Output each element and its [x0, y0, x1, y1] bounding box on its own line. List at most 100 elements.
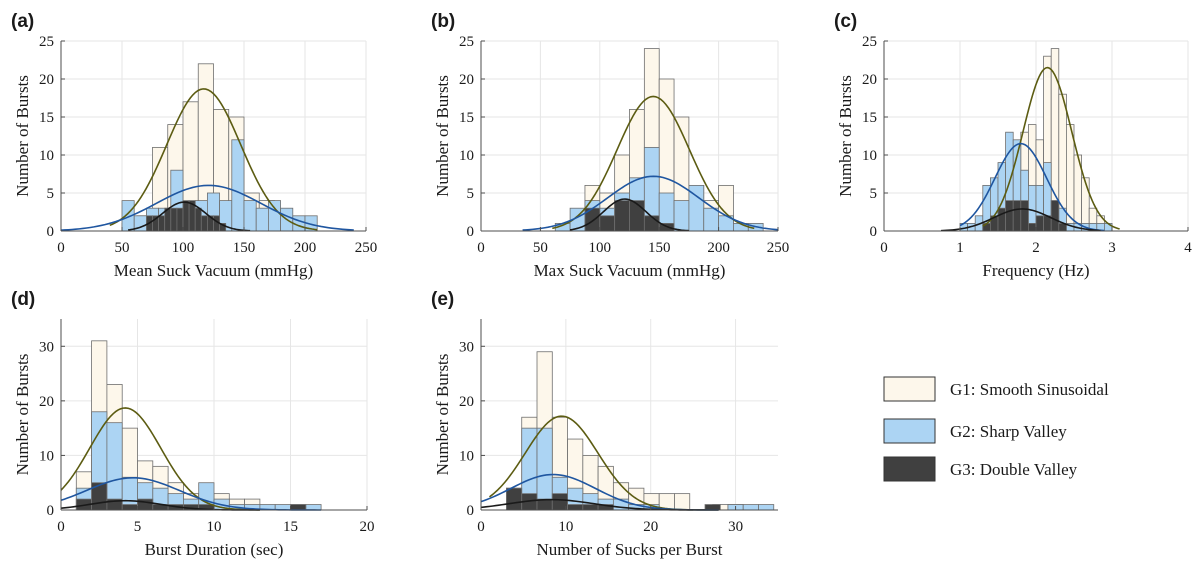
y-tick-label: 0	[47, 503, 55, 519]
bar-g2	[243, 200, 257, 232]
y-tick-label: 10	[459, 448, 474, 464]
x-tick-label: 10	[558, 519, 573, 535]
bar-g3	[629, 200, 645, 232]
bar-g2	[536, 427, 553, 511]
bar-g2	[742, 504, 759, 511]
panel-label: (c)	[834, 11, 857, 32]
y-axis-label: Number of Bursts	[836, 75, 855, 197]
y-tick-label: 5	[467, 186, 475, 202]
x-tick-label: 30	[728, 519, 743, 535]
bar-g2	[231, 139, 245, 232]
series-g3-bars	[584, 200, 675, 232]
fit-curve-g3	[569, 198, 689, 232]
y-tick-label: 20	[39, 394, 54, 410]
bar-g3	[170, 207, 178, 232]
bar-g1	[674, 493, 691, 511]
y-tick-label: 0	[47, 224, 55, 240]
x-tick-label: 150	[233, 240, 256, 256]
y-tick-label: 20	[459, 394, 474, 410]
y-tick-label: 5	[47, 186, 55, 202]
bar-g3	[506, 487, 523, 511]
bar-g3	[599, 215, 616, 232]
y-axis-label: Number of Bursts	[433, 75, 452, 197]
panel-label: (b)	[431, 11, 455, 32]
bar-g3	[1012, 200, 1022, 232]
bar-g3	[567, 504, 584, 511]
bar-g3	[121, 504, 138, 511]
bar-g2	[758, 504, 775, 511]
fit-curve-g1	[489, 415, 694, 511]
bar-g3	[582, 504, 599, 511]
bar-g2	[267, 200, 281, 232]
bar-g3	[643, 215, 660, 232]
legend: G1: Smooth Sinusoidal G2: Sharp Valley G…	[883, 376, 1109, 482]
y-tick-label: 20	[862, 72, 877, 88]
panel-b: 0 50 100 150 200 250 0 5 10 15 20 25 Max Suck Vacuum…	[431, 11, 789, 280]
x-tick-label: 200	[294, 240, 317, 256]
y-tick-label: 0	[467, 224, 475, 240]
bar-g3	[1028, 222, 1037, 232]
x-tick-label: 250	[355, 240, 378, 256]
x-tick-label: 50	[533, 240, 548, 256]
panel-c: 0 1 2 3 4 0 5 10 15 20 25 Frequency (Hz) Number of B…	[834, 11, 1192, 280]
y-tick-label: 20	[459, 72, 474, 88]
panel-label: (d)	[11, 289, 35, 310]
fit-curve-g2	[60, 184, 354, 231]
bar-g3	[158, 215, 166, 232]
y-tick-label: 30	[459, 339, 474, 355]
x-tick-label: 100	[589, 240, 612, 256]
y-tick-label: 25	[459, 34, 474, 50]
x-tick-label: 0	[57, 240, 65, 256]
bar-g3	[1005, 200, 1014, 232]
x-axis-label: Mean Suck Vacuum (mmHg)	[114, 261, 313, 280]
y-tick-label: 10	[862, 148, 877, 164]
y-tick-label: 10	[39, 448, 54, 464]
y-tick-label: 5	[870, 186, 878, 202]
bar-g3	[194, 207, 202, 232]
panel-label: (e)	[431, 289, 454, 310]
x-axis-label: Frequency (Hz)	[982, 261, 1089, 280]
y-tick-label: 20	[39, 72, 54, 88]
bar-g3	[997, 207, 1006, 232]
bar-g3	[614, 200, 630, 232]
fit-curve-g3	[940, 208, 1101, 232]
y-tick-label: 0	[467, 503, 475, 519]
legend-label-g2: G2: Sharp Valley	[950, 422, 1067, 441]
panel-e: 0 10 20 30 0 10 20 30 Number of Sucks per Burst N…	[431, 289, 778, 559]
x-tick-label: 0	[57, 519, 65, 535]
y-tick-label: 15	[459, 110, 474, 126]
bar-g2	[703, 207, 720, 232]
bar-g3	[551, 493, 568, 511]
fit-curve-g1	[982, 66, 1120, 230]
y-tick-label: 10	[39, 148, 54, 164]
fit-curve-g3	[127, 201, 251, 232]
x-tick-label: 0	[880, 240, 888, 256]
bar-g2	[106, 422, 123, 511]
bar-g3	[1050, 200, 1060, 232]
y-tick-label: 30	[39, 339, 54, 355]
x-tick-label: 100	[172, 240, 195, 256]
x-tick-label: 3	[1108, 240, 1116, 256]
y-tick-label: 10	[459, 148, 474, 164]
fit-curve-g2	[522, 175, 779, 231]
bar-g3	[182, 200, 190, 232]
panel-label: (a)	[11, 11, 34, 32]
x-tick-label: 20	[643, 519, 658, 535]
legend-label-g1: G1: Smooth Sinusoidal	[950, 380, 1109, 399]
legend-swatch-g2	[883, 418, 936, 444]
x-tick-label: 10	[207, 519, 222, 535]
panel-a: 0 50 100 150 200 250 0 5 10 15 20 25 Mean Suck Vacuu…	[11, 11, 377, 280]
series-g2-bars	[75, 411, 322, 511]
x-axis-label: Number of Sucks per Burst	[536, 540, 722, 559]
y-tick-label: 25	[862, 34, 877, 50]
x-tick-label: 15	[283, 519, 298, 535]
x-tick-label: 2	[1032, 240, 1040, 256]
y-tick-label: 15	[862, 110, 877, 126]
bar-g3	[1035, 215, 1044, 232]
y-axis-label: Number of Bursts	[13, 75, 32, 197]
x-tick-label: 0	[477, 240, 485, 256]
x-axis-label: Max Suck Vacuum (mmHg)	[534, 261, 726, 280]
panel-d: 0 5 10 15 20 0 10 20 30 Burst Duration (sec) Numbe…	[11, 289, 375, 559]
